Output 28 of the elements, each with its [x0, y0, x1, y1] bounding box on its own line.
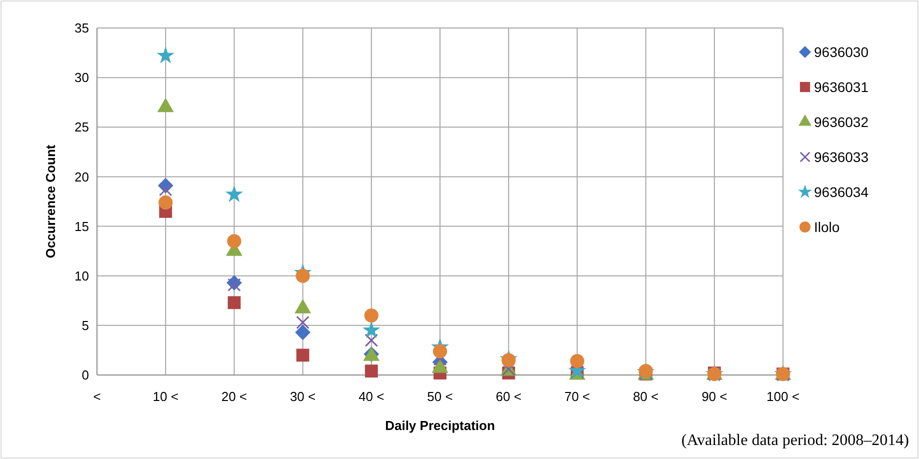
legend-label: 9636033 [814, 148, 869, 165]
x-tick-label: 30 < [290, 389, 316, 404]
legend-label: 9636034 [814, 184, 869, 200]
x-tick-label: 70 < [564, 389, 590, 404]
y-axis-title: Occurrence Count [43, 144, 58, 258]
x-tick-label: 20 < [221, 389, 248, 404]
x-tick-label: 50 < [427, 389, 453, 404]
y-tick-label: 5 [82, 318, 89, 333]
x-tick-label: 80 < [632, 389, 659, 404]
y-tick-label: 10 [74, 268, 89, 284]
y-tick-label: 15 [74, 218, 89, 234]
y-tick-label: 20 [74, 169, 89, 184]
x-tick-label: 100 < [766, 389, 800, 404]
legend-label: Ilolo [814, 218, 840, 235]
x-tick-label: 60 < [496, 389, 522, 404]
y-tick-label: 30 [74, 70, 89, 86]
y-tick-label: 25 [74, 120, 89, 135]
x-tick-label: < [93, 389, 101, 404]
text: (Available data period: 2008–2014) [681, 432, 909, 449]
y-tick-label: 0 [82, 368, 89, 383]
y-tick-label: 35 [74, 20, 89, 36]
x-axis-title: Daily Preciptation [385, 418, 495, 433]
x-tick-label: 40 < [358, 389, 384, 404]
x-tick-label: 90 < [702, 389, 728, 404]
legend-label: 9636030 [814, 44, 869, 60]
x-tick-label: 10 < [152, 389, 178, 404]
legend-label: 9636031 [814, 78, 869, 95]
legend-label: 9636032 [814, 114, 869, 130]
